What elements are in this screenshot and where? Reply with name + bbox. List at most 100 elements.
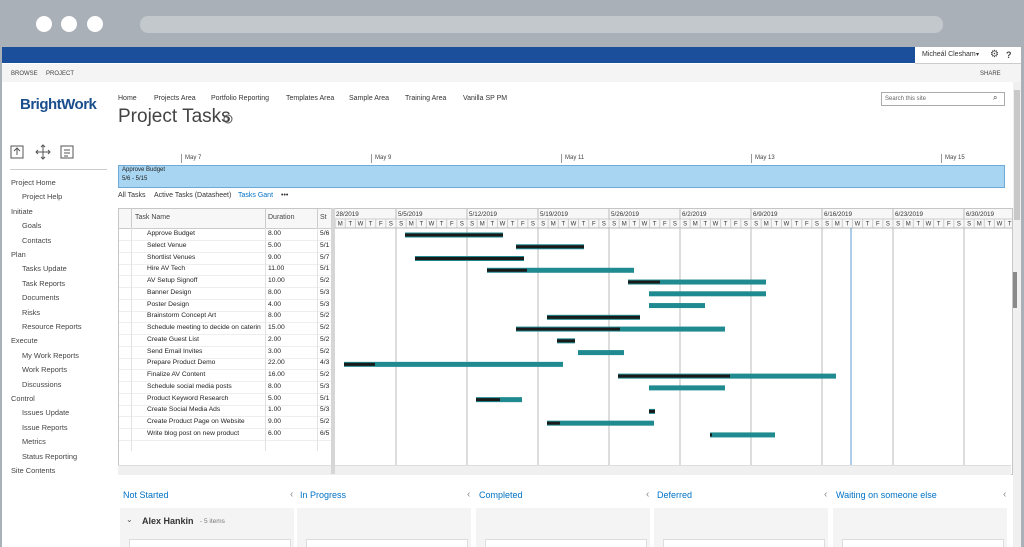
nav-link[interactable]: Issue Reports <box>22 422 68 432</box>
search-icon[interactable]: ⌕ <box>993 93 998 102</box>
task-name: Banner Design <box>147 288 192 296</box>
board-column-header[interactable]: Deferred <box>657 490 693 500</box>
board-column-header[interactable]: Waiting on someone else <box>836 490 937 500</box>
collapse-chevron[interactable]: ‹ <box>646 489 650 500</box>
view-tab[interactable]: Tasks Gant <box>238 192 274 199</box>
group-count: - 5 items <box>200 518 225 525</box>
nav-link[interactable]: Site Contents <box>11 466 56 475</box>
task-name: Schedule social media posts <box>147 382 232 390</box>
board-column-header[interactable]: In Progress <box>300 490 347 500</box>
top-nav-link[interactable]: Projects Area <box>154 95 196 102</box>
task-card <box>842 539 1004 547</box>
help-icon[interactable]: ? <box>1006 50 1012 60</box>
nav-link[interactable]: Resource Reports <box>22 322 82 331</box>
gantt-progress <box>476 398 500 402</box>
collapse-chevron[interactable]: ‹ <box>824 489 828 500</box>
splitter[interactable] <box>331 208 335 474</box>
nav-link[interactable]: Control <box>11 394 35 403</box>
top-nav-link[interactable]: Training Area <box>405 95 447 102</box>
logo: BrightWork <box>20 96 97 113</box>
nav-link[interactable]: Risks <box>22 307 41 317</box>
task-start: 5/6 <box>320 230 330 237</box>
scrollbar[interactable] <box>1013 82 1021 547</box>
ribbon-tab[interactable]: BROWSE <box>11 71 38 77</box>
share-button[interactable]: SHARE <box>980 71 1001 77</box>
nav-link[interactable]: Documents <box>22 293 60 303</box>
nav-link[interactable]: Initiate <box>11 206 33 216</box>
view-tab[interactable]: Active Tasks (Datasheet) <box>154 192 232 199</box>
nav-link[interactable]: Contacts <box>22 235 52 245</box>
nav-link[interactable]: Metrics <box>22 437 46 447</box>
search-box[interactable] <box>881 92 1005 106</box>
top-nav-link[interactable]: Vanilla SP PM <box>463 95 508 102</box>
day-letter: W <box>500 222 506 228</box>
search-placeholder[interactable]: Search this site <box>885 96 927 102</box>
nav-link[interactable]: My Work Reports <box>22 350 79 360</box>
day-letter: S <box>683 222 687 228</box>
top-nav-link[interactable]: Portfolio Reporting <box>211 95 269 102</box>
column-header[interactable]: Duration <box>268 214 295 221</box>
nav-link[interactable]: Execute <box>11 336 38 346</box>
week-label: 28/2019 <box>336 211 359 218</box>
nav-link[interactable]: Status Reporting <box>22 451 78 461</box>
nav-link[interactable]: Issues Update <box>22 408 70 418</box>
scroll-thumb[interactable] <box>1014 90 1020 220</box>
ribbon-tab[interactable]: PROJECT <box>46 71 75 77</box>
group-chevron[interactable]: ⌄ <box>126 515 133 524</box>
day-letter: T <box>349 222 353 228</box>
gantt-bar <box>547 420 654 426</box>
ribbon <box>2 64 1021 82</box>
column-line <box>317 228 318 451</box>
settings-icon[interactable]: ⚙ <box>990 49 999 60</box>
task-duration: 22.00 <box>268 359 285 367</box>
task-start: 5/2 <box>320 347 330 355</box>
day-letter: T <box>562 222 566 228</box>
collapse-chevron[interactable]: ‹ <box>467 489 471 500</box>
collapse-chevron[interactable]: ‹ <box>1003 489 1007 500</box>
nav-link[interactable]: Goals <box>22 221 42 231</box>
user-name[interactable]: Micheál Clesham <box>922 51 976 58</box>
nav-link[interactable]: Work Reports <box>22 365 68 375</box>
nav-link[interactable]: Project Home <box>11 178 56 187</box>
view-tab[interactable]: All Tasks <box>118 192 146 199</box>
top-nav-link[interactable]: Templates Area <box>286 95 335 102</box>
day-letter: T <box>704 222 708 228</box>
top-nav-link[interactable]: Home <box>118 95 137 102</box>
task-start: 5/2 <box>320 312 330 320</box>
browser-chrome <box>0 0 1024 47</box>
task-name: Create Product Page on Website <box>147 418 245 426</box>
column-header[interactable]: Task Name <box>135 214 171 221</box>
nav-link[interactable]: Plan <box>11 250 26 259</box>
board-column-header[interactable]: Completed <box>479 490 523 500</box>
task-name: Product Keyword Research <box>147 394 229 402</box>
nav-link[interactable]: Task Reports <box>22 278 66 288</box>
nav-link[interactable]: Tasks Update <box>22 264 67 274</box>
top-nav-link[interactable]: Sample Area <box>349 95 390 102</box>
gantt-progress <box>618 374 730 378</box>
gantt-bar <box>344 361 563 367</box>
more-menu[interactable]: ••• <box>281 192 289 199</box>
board-column-header[interactable]: Not Started <box>123 490 169 500</box>
day-letter: W <box>571 222 577 228</box>
day-letter: S <box>673 222 677 228</box>
column-line <box>131 228 132 451</box>
collapse-chevron[interactable]: ‹ <box>290 489 294 500</box>
day-letter: S <box>460 222 464 228</box>
day-letter: S <box>602 222 606 228</box>
group-name[interactable]: Alex Hankin <box>142 516 194 526</box>
nav-link[interactable]: Discussions <box>22 379 62 389</box>
horizontal-scrollbar[interactable] <box>118 465 1011 475</box>
day-letter: F <box>805 222 809 228</box>
task-duration: 8.00 <box>268 382 282 390</box>
gantt-bar <box>628 279 766 285</box>
task-duration: 16.00 <box>268 371 285 379</box>
timeline-date: May 13 <box>755 155 775 161</box>
task-start: 5/2 <box>320 277 330 285</box>
row-line <box>119 275 331 277</box>
day-letter: T <box>795 222 799 228</box>
column-header[interactable]: St <box>320 214 327 221</box>
nav-link[interactable]: Project Help <box>22 192 63 202</box>
info-icon[interactable] <box>223 114 233 124</box>
